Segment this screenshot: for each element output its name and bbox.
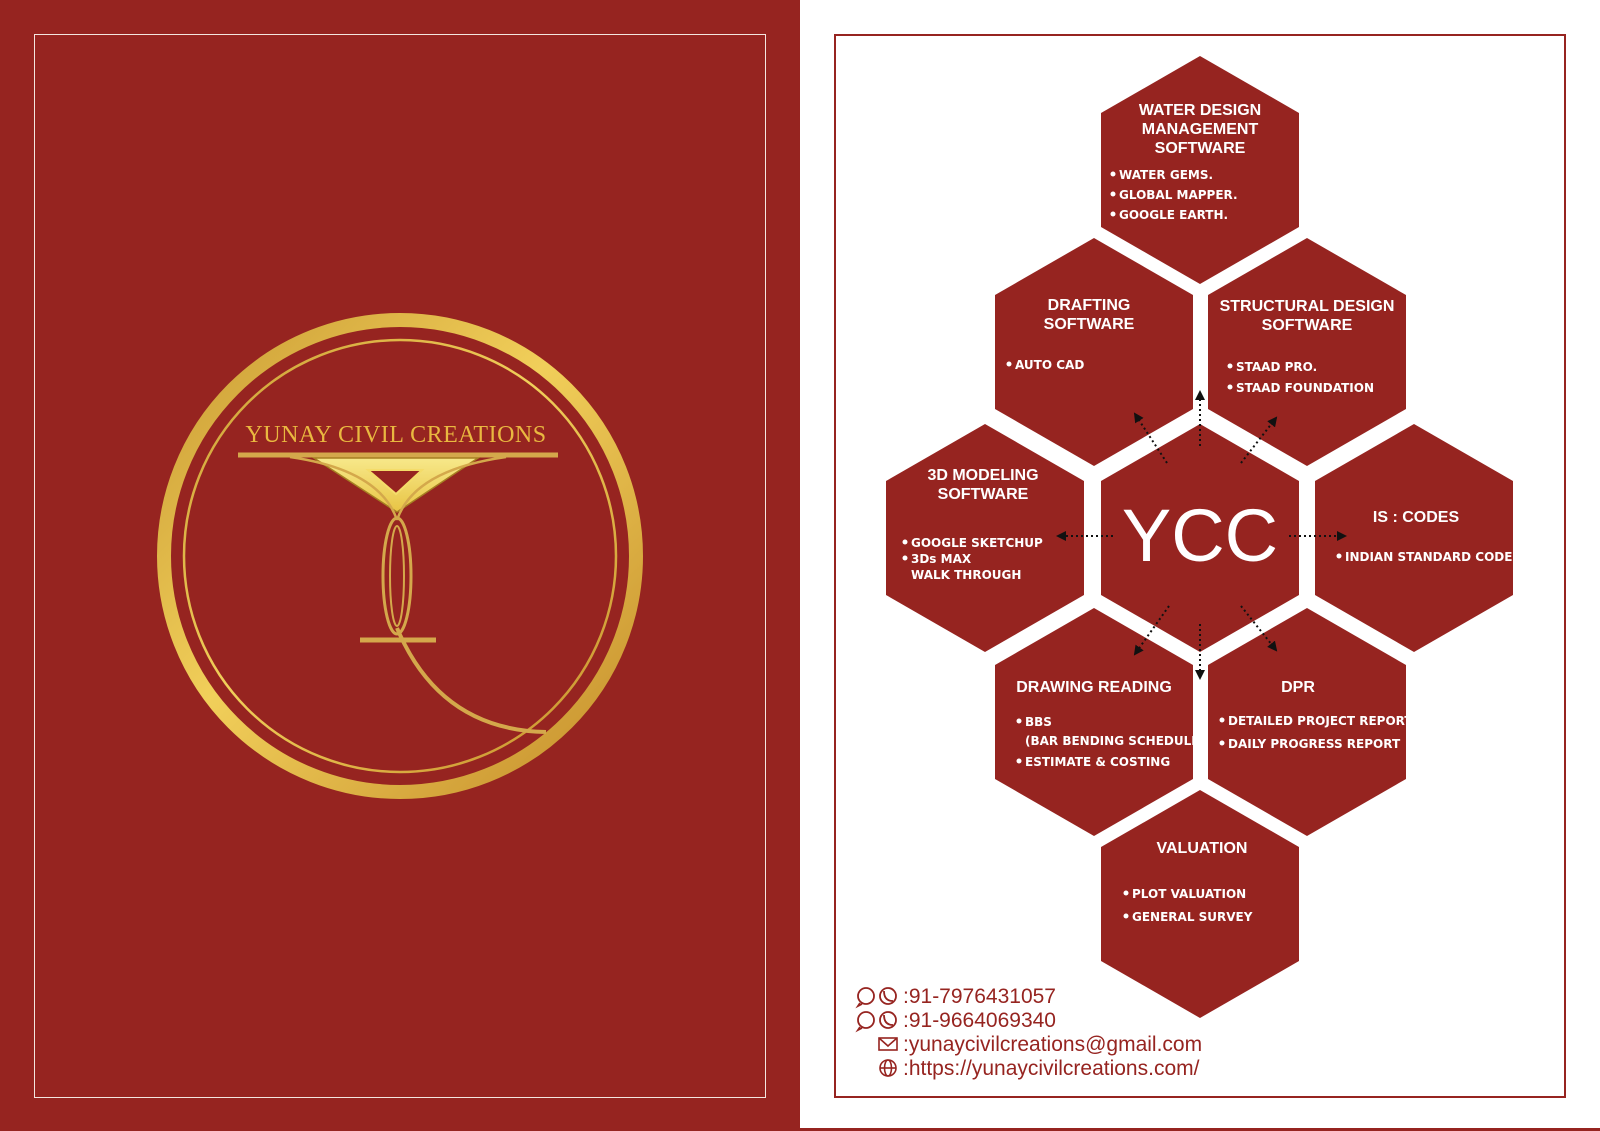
hex-valuation-item-2: GENERAL SURVEY — [1132, 910, 1253, 924]
hex-structural: STRUCTURAL DESIGN SOFTWARE STAAD PRO. ST… — [1208, 238, 1406, 466]
hex-modeling-extra: WALK THROUGH — [911, 568, 1021, 582]
hex-drafting-title-1: DRAFTING — [1048, 297, 1131, 314]
hex-dpr-title: DPR — [1281, 679, 1315, 696]
logo-lens — [381, 516, 413, 636]
hex-water-title-1: WATER DESIGN — [1139, 102, 1261, 119]
hex-water-title-2: MANAGEMENT — [1142, 121, 1259, 138]
hex-water-item-1: WATER GEMS. — [1119, 168, 1213, 182]
hex-structural-item-2: STAAD FOUNDATION — [1236, 381, 1374, 395]
hex-diagram: WATER DESIGN MANAGEMENT SOFTWARE WATER G… — [886, 56, 1521, 1018]
contact-info: :91-7976431057 :91-9664069340 :yunaycivi… — [855, 985, 1202, 1080]
hex-valuation-title: VALUATION — [1157, 840, 1248, 857]
bottom-divider — [0, 1128, 1600, 1131]
hex-water-design: WATER DESIGN MANAGEMENT SOFTWARE WATER G… — [1101, 56, 1299, 284]
globe-icon — [879, 1059, 897, 1077]
hex-drawing-reading: DRAWING READING BBS (BAR BENDING SCHEDUL… — [995, 608, 1205, 836]
hex-3d-modeling: 3D MODELING SOFTWARE GOOGLE SKETCHUP 3Ds… — [886, 424, 1084, 652]
contact-phone-1[interactable]: :91-7976431057 — [903, 985, 1056, 1008]
center-label: YCC — [1122, 494, 1278, 577]
hex-water-title-3: SOFTWARE — [1155, 140, 1246, 157]
center-arrows — [1056, 390, 1347, 680]
hex-codes-item-1: INDIAN STANDARD CODES — [1345, 550, 1521, 564]
logo-outer-ring — [157, 313, 643, 799]
logo-inner-ring — [182, 338, 618, 774]
hex-structural-item-1: STAAD PRO. — [1236, 360, 1317, 374]
contact-email[interactable]: :yunaycivilcreations@gmail.com — [903, 1033, 1202, 1056]
contact-website[interactable]: :https://yunaycivilcreations.com/ — [903, 1057, 1200, 1080]
hex-drawing-title: DRAWING READING — [1016, 679, 1172, 696]
cover-border — [34, 34, 766, 1098]
hex-drafting-item-1: AUTO CAD — [1015, 358, 1084, 372]
hex-drawing-sub: (BAR BENDING SCHEDULE) — [1025, 734, 1205, 748]
hex-valuation-item-1: PLOT VALUATION — [1132, 887, 1246, 901]
mail-icon — [878, 1037, 898, 1051]
hex-dpr-item-2: DAILY PROGRESS REPORT — [1228, 737, 1401, 751]
phone-icon — [879, 987, 897, 1005]
hex-structural-title-1: STRUCTURAL DESIGN — [1220, 298, 1395, 315]
hex-dpr-item-1: DETAILED PROJECT REPORT — [1228, 714, 1413, 728]
hex-drafting: DRAFTING SOFTWARE AUTO CAD — [995, 238, 1193, 466]
whatsapp-icon — [855, 987, 875, 1009]
hex-modeling-item-1: GOOGLE SKETCHUP — [911, 536, 1043, 550]
hex-drawing-item-2: ESTIMATE & COSTING — [1025, 755, 1170, 769]
hex-modeling-item-2: 3Ds MAX — [911, 552, 972, 566]
arrow-down-right — [1240, 605, 1278, 652]
hex-center-ycc: YCC — [1101, 424, 1299, 652]
hex-water-item-2: GLOBAL MAPPER. — [1119, 188, 1238, 202]
hex-water-item-3: GOOGLE EARTH. — [1119, 208, 1228, 222]
services-border — [834, 34, 1566, 1098]
hex-dpr: DPR DETAILED PROJECT REPORT DAILY PROGRE… — [1208, 608, 1413, 836]
hex-valuation: VALUATION PLOT VALUATION GENERAL SURVEY — [1101, 790, 1299, 1018]
hex-is-codes: IS : CODES INDIAN STANDARD CODES — [1315, 424, 1521, 652]
logo-inner-triangle — [365, 469, 425, 496]
hex-modeling-title-1: 3D MODELING — [927, 467, 1038, 484]
logo-swoosh — [395, 627, 547, 734]
company-logo: YUNAY CIVIL CREATIONS — [157, 313, 643, 799]
hex-structural-title-2: SOFTWARE — [1262, 317, 1353, 334]
logo-wordmark: YUNAY CIVIL CREATIONS — [245, 422, 546, 448]
hex-drawing-item-1: BBS — [1025, 715, 1052, 729]
whatsapp-icon — [855, 1011, 875, 1033]
contact-phone-2[interactable]: :91-9664069340 — [903, 1009, 1056, 1032]
phone-icon — [879, 1011, 897, 1029]
hex-codes-title: IS : CODES — [1373, 509, 1460, 526]
cover-panel — [0, 0, 800, 1131]
hex-drafting-title-2: SOFTWARE — [1044, 316, 1135, 333]
hex-modeling-title-2: SOFTWARE — [938, 486, 1029, 503]
